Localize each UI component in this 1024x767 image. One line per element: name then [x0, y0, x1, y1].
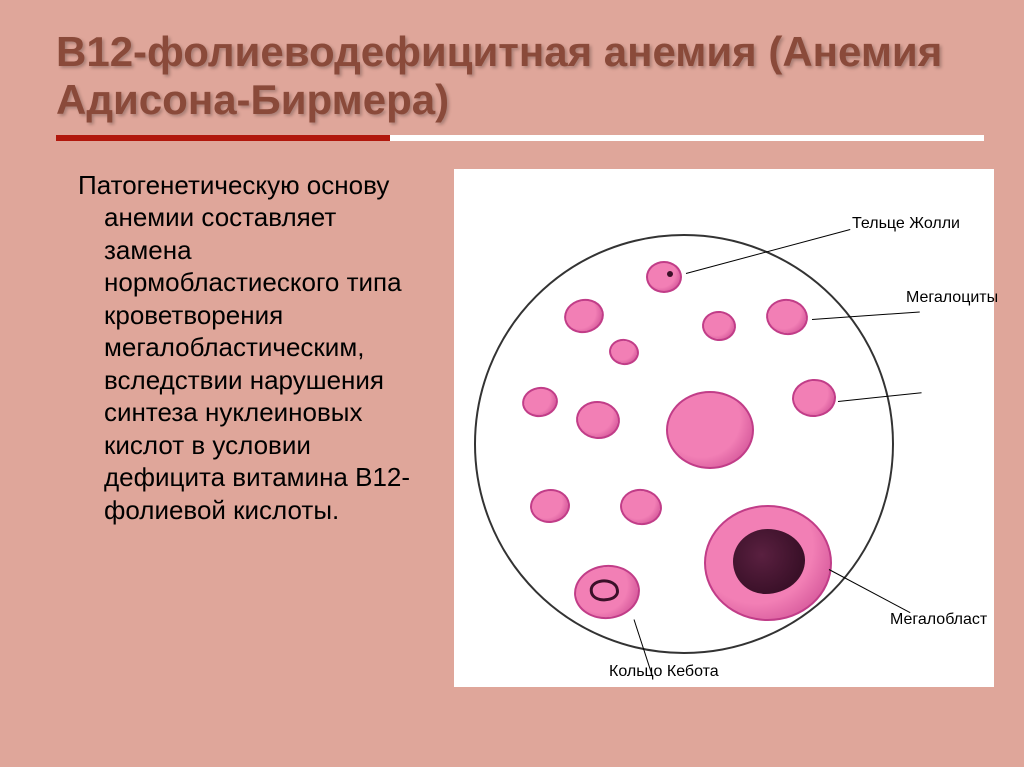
label-jolly: Тельце Жолли: [852, 215, 960, 233]
diagram-canvas: Тельце Жолли Мегалоциты Мегалобласт Коль…: [454, 169, 994, 687]
cabot-ring-icon: [588, 577, 620, 602]
megaloblast-nucleus: [733, 529, 805, 594]
title-rule: [56, 135, 984, 141]
slide-title: В12-фолиеводефицитная анемия (Анемия Ади…: [56, 28, 984, 125]
callout-line: [829, 569, 911, 613]
title-rule-accent: [56, 135, 390, 141]
label-megalocytes: Мегалоциты: [906, 289, 998, 307]
jolly-body-icon: [667, 271, 673, 277]
content-row: Патогенетическую основу анемии составляе…: [56, 169, 984, 709]
label-megaloblast: Мегалобласт: [890, 611, 987, 629]
diagram: Тельце Жолли Мегалоциты Мегалобласт Коль…: [454, 169, 984, 709]
cell-megaloblast: [704, 505, 832, 621]
cell-jolly: [646, 261, 682, 293]
cell-megalocyte: [666, 391, 754, 469]
label-cabot: Кольцо Кебота: [609, 663, 719, 681]
body-paragraph: Патогенетическую основу анемии составляе…: [56, 169, 426, 709]
slide: В12-фолиеводефицитная анемия (Анемия Ади…: [0, 0, 1024, 767]
